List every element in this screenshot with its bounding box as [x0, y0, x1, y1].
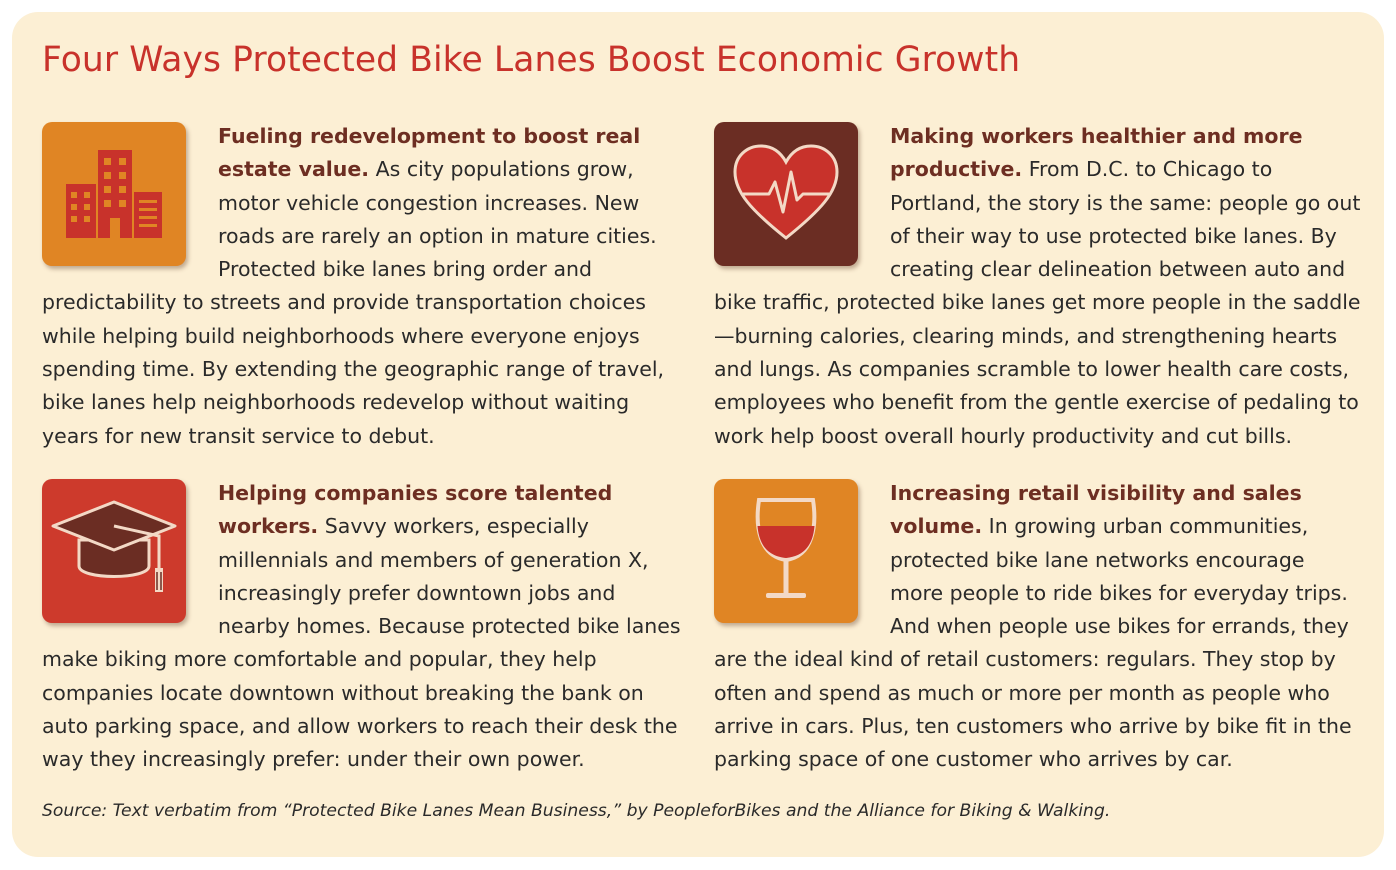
- section-lead: Helping companies score talented workers…: [218, 481, 613, 539]
- wine-glass-icon: [714, 479, 858, 623]
- section-lead: Making workers healthier and more produc…: [890, 124, 1303, 182]
- source-note: Source: Text verbatim from “Protected Bi…: [42, 801, 1111, 821]
- section-body: In growing urban communities, protected …: [714, 514, 1352, 772]
- section-text: Fueling redevelopment to boost real esta…: [42, 120, 692, 453]
- section-text: Increasing retail visibility and sales v…: [714, 477, 1364, 777]
- buildings-icon: [42, 122, 186, 266]
- section-lead: Increasing retail visibility and sales v…: [890, 481, 1302, 539]
- section-retail: Increasing retail visibility and sales v…: [714, 477, 1364, 777]
- section-talent: Helping companies score talented workers…: [42, 477, 692, 777]
- section-text: Helping companies score talented workers…: [42, 477, 692, 777]
- section-text: Making workers healthier and more produc…: [714, 120, 1364, 453]
- section-body: Savvy workers, especially millennials an…: [42, 514, 681, 772]
- page-title: Four Ways Protected Bike Lanes Boost Eco…: [42, 40, 1021, 80]
- section-real-estate: Fueling redevelopment to boost real esta…: [42, 120, 692, 453]
- section-health: Making workers healthier and more produc…: [714, 120, 1364, 453]
- section-lead: Fueling redevelopment to boost real esta…: [218, 124, 641, 182]
- section-body: As city populations grow, motor vehicle …: [42, 157, 665, 448]
- infographic-panel: [12, 12, 1384, 857]
- heart-pulse-icon: [714, 122, 858, 266]
- section-body: From D.C. to Chicago to Portland, the st…: [714, 157, 1361, 448]
- graduation-cap-icon: [42, 479, 186, 623]
